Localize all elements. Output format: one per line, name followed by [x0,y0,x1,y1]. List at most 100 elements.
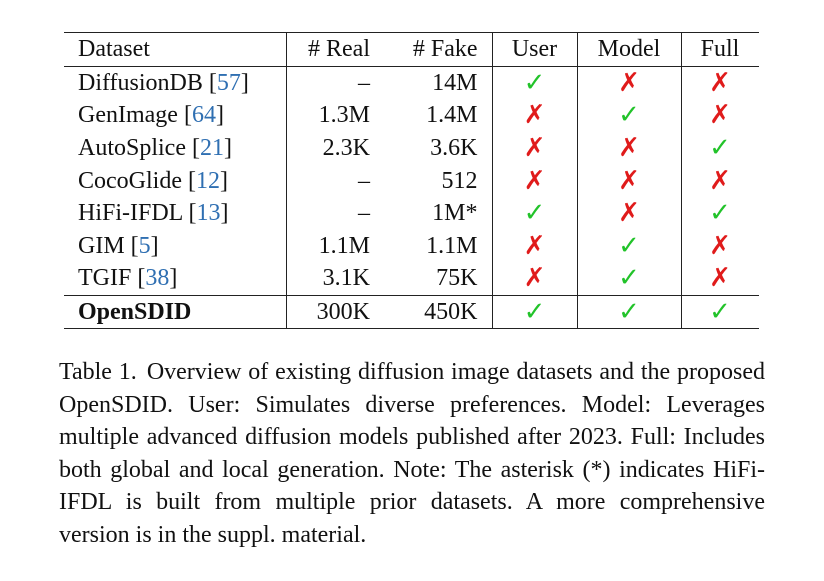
table-row: CocoGlide [12] – 512 ✗ ✗ ✗ [64,164,759,197]
citation-link[interactable]: 38 [145,265,170,292]
cross-icon: ✗ [618,198,640,228]
cell-fake: 14M [432,69,478,96]
caption-text: Overview of existing diffusion image dat… [59,359,765,548]
cell-full: ✗ [680,66,759,100]
comparison-table-container: Dataset # Real # Fake User Model Full Di… [64,32,759,330]
cell-real: 1.3M [285,99,384,132]
checkmark-icon: ✓ [618,100,640,130]
table-row: HiFi-IFDL [13] – 1M* ✓ ✗ ✓ [64,196,759,230]
cell-real: 1.1M [285,229,384,263]
citation-link[interactable]: 21 [200,135,224,162]
cell-real: – [285,66,384,100]
cell-model: ✗ [576,196,681,230]
citation-link[interactable]: 57 [216,69,241,96]
cross-icon: ✗ [523,133,546,163]
citation-link[interactable]: 5 [138,232,151,259]
cell-dataset: AutoSplice [21] [78,135,232,162]
checkmark-icon: ✓ [709,133,731,163]
cell-full: ✓ [680,294,759,329]
cell-dataset: CocoGlide [12] [78,167,228,194]
checkmark-icon: ✓ [709,297,731,327]
cell-user: ✓ [491,294,577,329]
dataset-name: TGIF [78,265,132,292]
dataset-name: GenImage [78,102,178,129]
cell-model: ✗ [576,131,681,165]
citation-link[interactable]: 64 [191,102,216,129]
table-body: DiffusionDB [57] –14M ✓ ✗ ✗ GenImage [64] 1.3M… [64,66,759,329]
dataset-name: CocoGlide [78,167,182,194]
cell-real: 2.3K [285,131,384,165]
table-row: AutoSplice [21] 2.3K 3.6K ✗ ✗ ✓ [64,131,759,165]
cell-user: ✗ [491,99,577,132]
cell-dataset: GIM [5] [78,232,159,259]
citation-link[interactable]: 12 [195,167,220,194]
table-header-row: Dataset # Real # Fake User Model Full [64,32,759,67]
cell-fake: 1.4M [426,102,478,129]
cross-icon: ✗ [618,165,640,195]
cell-model: ✗ [576,66,681,100]
cell-user: ✗ [491,229,577,263]
dataset-name: DiffusionDB [78,69,203,96]
cell-dataset: TGIF [38] [78,265,178,292]
cell-real: 300K [285,294,384,329]
cross-icon: ✗ [618,67,640,97]
table-row: GIM [5] 1.1M 1.1M ✗ ✓ ✗ [64,229,759,263]
cell-model: ✓ [576,294,681,329]
cross-icon: ✗ [709,67,731,97]
cell-dataset: DiffusionDB [57] [78,69,249,96]
cross-icon: ✗ [523,100,546,130]
cell-full: ✗ [680,164,759,197]
cell-full: ✗ [680,262,759,296]
comparison-table: Dataset # Real # Fake User Model Full Di… [64,32,759,330]
header-full: Full [680,32,759,67]
checkmark-icon: ✓ [618,297,640,327]
dataset-name: AutoSplice [78,135,186,162]
cross-icon: ✗ [523,230,546,260]
cross-icon: ✗ [709,230,731,260]
cross-icon: ✗ [523,263,546,293]
cell-user: ✗ [491,131,577,165]
checkmark-icon: ✓ [523,198,546,228]
table-row: GenImage [64] 1.3M 1.4M ✗ ✓ ✗ [64,99,759,132]
cell-fake: 75K [436,265,478,292]
cross-icon: ✗ [523,165,546,195]
cross-icon: ✗ [709,263,731,293]
checkmark-icon: ✓ [523,297,546,327]
cell-fake: 450K [384,294,492,329]
cell-fake: 1.1M [426,232,478,259]
caption-label: Table 1. [59,359,137,385]
table-caption: Table 1. Overview of existing diffusion i… [59,356,765,551]
checkmark-icon: ✓ [618,263,640,293]
cell-fake: 512 [441,167,478,194]
cross-icon: ✗ [618,133,640,163]
cell-dataset: OpenSDID [64,294,286,329]
table-row-ours: OpenSDID 300K 450K ✓ ✓ ✓ [64,294,759,329]
cell-user: ✗ [491,262,577,296]
checkmark-icon: ✓ [618,230,640,260]
table-row: TGIF [38] 3.1K 75K ✗ ✓ ✗ [64,262,759,296]
header-user: User [491,32,577,67]
cell-model: ✓ [576,229,681,263]
cell-model: ✗ [576,164,681,197]
cell-dataset: HiFi-IFDL [13] [78,200,229,227]
cell-fake: 3.6K [430,135,478,162]
cell-user: ✗ [491,164,577,197]
header-fake: # Fake [384,32,492,67]
cell-real: 3.1K [285,262,384,296]
cell-fake: 1M* [432,200,478,227]
cell-user: ✓ [491,66,577,100]
cell-real: – [285,196,384,230]
cell-real: – [285,164,384,197]
dataset-name: GIM [78,232,125,259]
cell-full: ✗ [680,229,759,263]
checkmark-icon: ✓ [709,198,731,228]
cell-full: ✗ [680,99,759,132]
header-model: Model [576,32,681,67]
citation-link[interactable]: 13 [196,200,221,227]
header-dataset: Dataset [64,32,286,67]
cell-user: ✓ [491,196,577,230]
cell-full: ✓ [680,131,759,165]
cell-dataset: GenImage [64] [78,102,224,129]
cell-full: ✓ [680,196,759,230]
cross-icon: ✗ [709,165,731,195]
